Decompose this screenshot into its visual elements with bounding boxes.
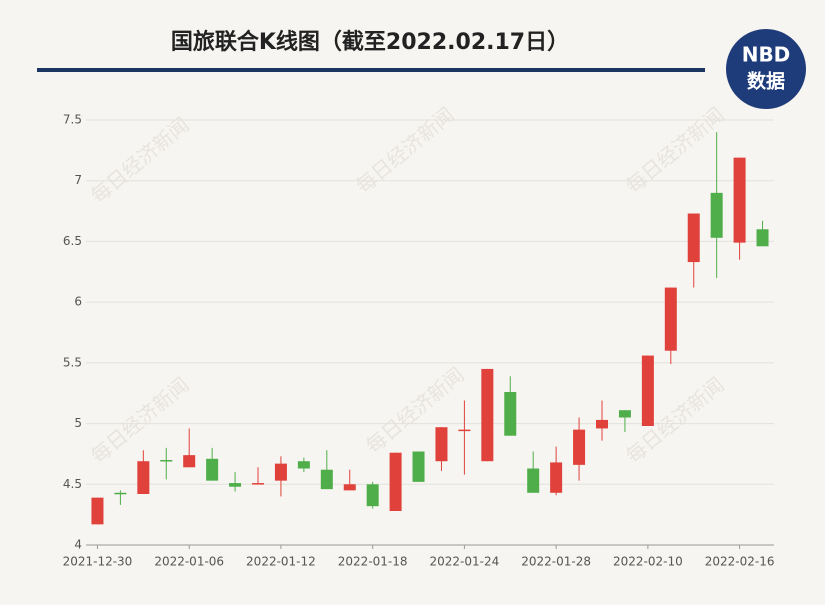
y-tick-label: 7.5 [63,113,82,127]
x-tick-label: 2022-01-12 [246,555,316,569]
badge-bottom: 数据 [747,70,785,93]
candle-body [756,229,769,247]
candle-body [435,427,448,462]
x-tick-label: 2022-02-10 [613,555,683,569]
candle-body [618,410,631,418]
candle-body [91,497,104,525]
y-tick-label: 5.5 [63,355,82,369]
candle-body [481,368,494,462]
title-underline [37,68,705,72]
candle-body [504,392,517,436]
candle-body [206,458,219,481]
y-tick-label: 5 [74,416,82,430]
candle-body [641,355,654,426]
x-tick-label: 2022-02-16 [705,555,775,569]
x-tick-label: 2022-01-06 [154,555,224,569]
x-tick-label: 2022-01-28 [521,555,591,569]
candle-body [137,461,150,494]
x-tick-label: 2022-01-18 [338,555,408,569]
badge [726,29,806,109]
candle-body [412,451,425,482]
candle-body [114,492,127,495]
x-tick-label: 2021-12-30 [63,555,133,569]
y-tick-label: 4.5 [63,477,82,491]
candle-body [183,455,196,468]
candle-body [687,213,700,263]
candle-body [297,461,310,469]
candle-body [710,192,723,238]
candle-body [366,484,379,507]
chart-title: 国旅联合K线图（截至2022.02.17日） [171,29,569,55]
candle-body [573,429,586,465]
candle-body [596,419,608,429]
candle-body [229,483,242,487]
y-tick-label: 6 [74,295,82,309]
candle-body [664,287,677,351]
candle-body [252,483,264,485]
candle-body [733,157,746,243]
candle-body [458,429,471,432]
y-tick-label: 7 [74,173,82,187]
candle-body [389,452,402,511]
badge-top: NBD [742,43,791,67]
candle-body [527,468,540,493]
candle-body [343,484,356,491]
x-tick-label: 2022-01-24 [430,555,500,569]
y-tick-label: 4 [74,538,82,552]
candle-body [274,463,287,481]
candle-body [320,469,333,490]
candle-body [160,460,173,462]
candle-body [550,462,563,493]
y-tick-label: 6.5 [63,234,82,248]
